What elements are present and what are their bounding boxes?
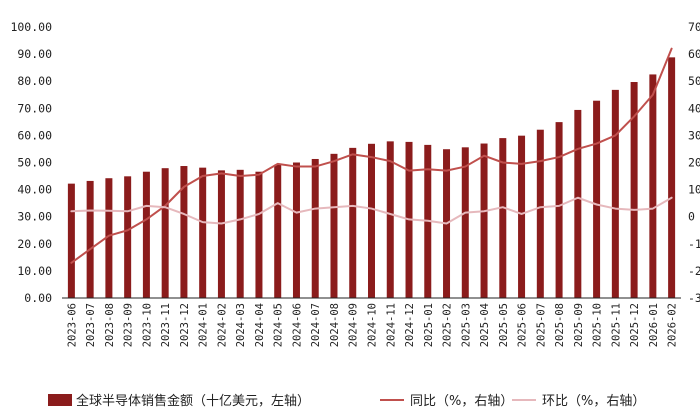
- x-tick-label: 2024-08: [329, 303, 341, 347]
- x-tick-label: 2026-01: [648, 303, 660, 347]
- x-tick-label: 2023-06: [66, 303, 78, 347]
- y-right-tick-label: -10: [688, 237, 700, 251]
- y-left-tick-label: 50.00: [17, 156, 52, 170]
- y-left-tick-label: 10.00: [17, 264, 52, 278]
- y-left-tick-label: 20.00: [17, 237, 52, 251]
- bar-2025-07: [536, 129, 544, 298]
- x-tick-label: 2023-12: [179, 303, 191, 347]
- x-tick-label: 2024-04: [254, 303, 266, 347]
- bar-2025-08: [555, 122, 563, 299]
- x-tick-label: 2025-07: [535, 303, 547, 347]
- bar-2024-05: [274, 164, 282, 298]
- bar-2025-09: [574, 109, 582, 299]
- x-tick-label: 2024-02: [216, 303, 228, 347]
- y-left-tick-label: 70.00: [17, 101, 52, 115]
- bar-2025-05: [499, 138, 507, 298]
- x-tick-label: 2026-02: [667, 303, 679, 347]
- axes-layer: 0.00 10.00 20.00 30.00 40.00 50.00 60.00 70.00 8…: [10, 20, 700, 347]
- bar-2024-04: [255, 171, 263, 298]
- legend-label: 环比（%，右轴）: [542, 394, 645, 409]
- bar-2024-01: [199, 167, 207, 298]
- x-tick-label: 2025-12: [629, 303, 641, 347]
- bar-2025-11: [611, 89, 619, 299]
- x-tick-label: 2024-11: [385, 303, 397, 347]
- bars-layer: [67, 57, 676, 299]
- x-tick-label: 2025-04: [479, 303, 491, 347]
- x-tick-label: 2023-10: [141, 303, 153, 347]
- bar-2026-02: [668, 57, 676, 298]
- y-right-tick-label: -20: [688, 264, 700, 278]
- x-tick-label: 2025-08: [554, 303, 566, 347]
- x-tick-label: 2025-03: [460, 303, 472, 347]
- bar-2025-03: [461, 147, 469, 298]
- bar-2024-09: [349, 147, 357, 298]
- x-tick-label: 2025-10: [592, 303, 604, 347]
- x-tick-label: 2023-07: [85, 303, 97, 347]
- y-left-tick-label: 40.00: [17, 183, 52, 197]
- x-tick-label: 2024-07: [310, 303, 322, 347]
- x-tick-label: 2024-06: [291, 303, 303, 347]
- y-right-tick-label: 50: [688, 74, 700, 88]
- bar-2024-03: [236, 169, 244, 298]
- lines-layer: [70, 47, 673, 264]
- series-line-2: [70, 196, 673, 225]
- y-left-tick-label: 60.00: [17, 128, 52, 142]
- bar-2023-10: [142, 171, 150, 298]
- x-tick-label: 2025-02: [442, 303, 454, 347]
- y-right-tick-label: 20: [688, 156, 700, 170]
- legend-label: 全球半导体销售金额（十亿美元，左轴）: [76, 393, 310, 409]
- bar-2023-09: [124, 176, 132, 298]
- bar-2023-12: [180, 166, 188, 298]
- bar-2024-10: [368, 143, 375, 298]
- y-left-tick-label: 100.00: [10, 20, 52, 34]
- bar-2024-02: [217, 170, 225, 298]
- bar-2026-01: [649, 74, 657, 299]
- bar-2025-10: [593, 100, 601, 299]
- y-left-tick-label: 30.00: [17, 210, 52, 224]
- x-tick-label: 2025-11: [610, 303, 622, 347]
- bar-2023-08: [105, 178, 113, 298]
- x-tick-label: 2024-01: [198, 303, 210, 347]
- x-tick-label: 2024-05: [273, 303, 285, 347]
- bar-2023-11: [161, 168, 169, 298]
- legend-label: 同比（%，右轴）: [410, 394, 513, 409]
- y-right-tick-label: 70: [688, 20, 700, 34]
- x-tick-label: 2023-09: [123, 303, 135, 347]
- bar-2025-06: [518, 135, 526, 298]
- y-right-tick-label: 30: [688, 128, 700, 142]
- x-tick-label: 2024-03: [235, 303, 247, 347]
- legend: 全球半导体销售金额（十亿美元，左轴） 同比（%，右轴） 环比（%，右轴）: [48, 393, 645, 409]
- bar-2024-06: [292, 162, 300, 298]
- x-tick-label: 2025-01: [423, 303, 435, 347]
- y-right-tick-label: -30: [688, 291, 700, 305]
- x-tick-label: 2024-09: [348, 303, 360, 347]
- x-tick-label: 2025-06: [517, 303, 529, 347]
- bar-2024-07: [311, 158, 319, 298]
- x-tick-label: 2024-10: [367, 303, 379, 347]
- x-tick-label: 2024-12: [404, 303, 416, 347]
- bar-2024-08: [330, 153, 338, 298]
- x-tick-label: 2023-11: [160, 303, 172, 347]
- bar-2023-06: [67, 183, 75, 298]
- series-line-1: [70, 47, 673, 264]
- y-right-tick-label: 0: [688, 210, 695, 224]
- x-tick-label: 2025-09: [573, 303, 585, 347]
- x-tick-label: 2023-08: [104, 303, 116, 347]
- legend-swatch-bar: [48, 394, 72, 406]
- y-right-tick-label: 60: [688, 47, 700, 61]
- y-left-tick-label: 80.00: [17, 74, 52, 88]
- bar-2025-04: [480, 143, 488, 298]
- y-left-tick-label: 90.00: [17, 47, 52, 61]
- y-left-tick-label: 0.00: [24, 291, 52, 305]
- bar-2024-11: [386, 141, 394, 298]
- bar-2025-12: [630, 82, 638, 298]
- y-right-tick-label: 10: [688, 183, 700, 197]
- x-tick-label: 2025-05: [498, 303, 510, 347]
- bar-2023-07: [86, 180, 94, 298]
- y-right-tick-label: 40: [688, 101, 700, 115]
